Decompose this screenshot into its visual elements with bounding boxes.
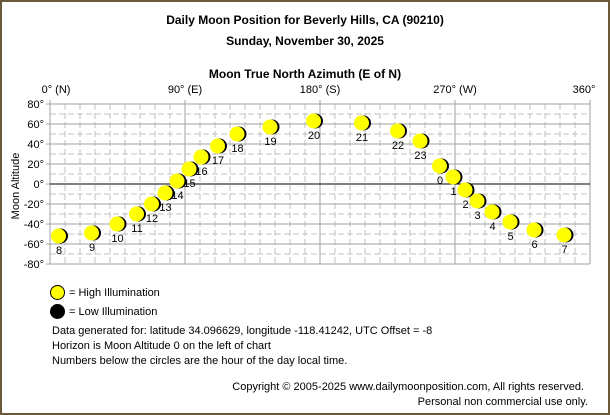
moon-marker: 10 [109, 216, 127, 245]
hour-label: 18 [231, 143, 243, 155]
hour-label: 7 [561, 244, 567, 256]
moon-marker: 23 [412, 133, 430, 162]
legend-low-label: = Low Illumination [69, 305, 158, 318]
x-tick-label: 0° (N) [41, 84, 71, 96]
hour-label: 0 [437, 175, 443, 187]
hour-label: 8 [56, 245, 62, 257]
moon-marker: 12 [144, 196, 161, 225]
moon-marker: 16 [193, 149, 211, 178]
x-tick-label: 90° (E) [167, 84, 203, 96]
info-hours: Numbers below the circles are the hour o… [52, 355, 348, 367]
hour-label: 17 [212, 155, 224, 167]
hour-label: 19 [264, 136, 276, 148]
y-tick-label: -80° [24, 259, 44, 271]
x-axis-title: Moon True North Azimuth (E of N) [208, 67, 402, 81]
moon-marker: 22 [390, 123, 407, 152]
y-tick-label: 80° [27, 99, 44, 111]
hour-label: 10 [111, 233, 123, 245]
hour-label: 16 [195, 166, 207, 178]
hour-label: 4 [489, 221, 495, 233]
info-horizon: Horizon is Moon Altitude 0 on the left o… [52, 340, 271, 352]
moon-marker: 21 [354, 115, 371, 144]
hour-label: 13 [159, 202, 171, 214]
y-tick-label: -40° [24, 219, 44, 231]
y-tick-label: 0° [33, 179, 44, 191]
x-tick-label: 180° (S) [299, 84, 341, 96]
moon-marker: 2 [457, 182, 475, 211]
chart-title: Daily Moon Position for Beverly Hills, C… [166, 13, 444, 27]
moon-marker: 19 [262, 119, 280, 148]
info-location: Data generated for: latitude 34.096629, … [52, 325, 433, 337]
hour-label: 6 [531, 239, 537, 251]
moon-marker: 3 [469, 193, 487, 222]
moon-marker: 8 [51, 228, 68, 257]
moon-marker: 14 [169, 173, 187, 202]
usage-notice: Personal non commercial use only. [417, 396, 588, 408]
hour-label: 9 [89, 242, 95, 254]
moon-marker: 1 [445, 169, 463, 198]
moon-marker: 9 [84, 225, 101, 254]
y-tick-label: -60° [24, 239, 44, 251]
y-tick-label: 20° [27, 159, 44, 171]
moon-marker: 15 [181, 161, 199, 190]
moon-marker: 0 [432, 158, 449, 187]
hour-label: 22 [392, 140, 404, 152]
hour-label: 1 [450, 186, 456, 198]
x-tick-label: 360° [572, 84, 596, 96]
moon-marker: 7 [556, 227, 574, 256]
moon-marker: 20 [306, 113, 323, 142]
hour-label: 11 [131, 223, 142, 235]
y-tick-label: 40° [27, 139, 44, 151]
moon-marker: 11 [129, 206, 146, 235]
hour-label: 5 [507, 231, 513, 243]
chart-date: Sunday, November 30, 2025 [226, 34, 384, 48]
y-tick-label: 60° [27, 119, 44, 131]
moon-marker: 13 [157, 185, 175, 214]
hour-label: 15 [183, 178, 195, 190]
low-illumination-icon [50, 304, 65, 319]
x-tick-label: 270° (W) [433, 84, 477, 96]
hour-label: 14 [171, 190, 183, 202]
hour-label: 2 [462, 199, 468, 211]
hour-label: 21 [356, 132, 368, 144]
hour-label: 3 [474, 210, 480, 222]
high-illumination-icon [50, 285, 65, 300]
y-tick-label: -20° [24, 199, 44, 211]
copyright: Copyright © 2005-2025 www.dailymoonposit… [232, 381, 584, 393]
moon-marker: 17 [210, 138, 227, 167]
hour-label: 20 [308, 130, 320, 142]
moon-marker: 6 [526, 222, 544, 251]
moon-marker: 4 [484, 204, 502, 233]
legend-high-label: = High Illumination [69, 286, 160, 299]
moon-marker: 18 [229, 126, 247, 155]
hour-label: 23 [414, 150, 426, 162]
moon-marker: 5 [502, 214, 520, 243]
legend-low: = Low Illumination [50, 304, 157, 319]
hour-label: 12 [146, 213, 158, 225]
legend-high: = High Illumination [50, 285, 160, 300]
